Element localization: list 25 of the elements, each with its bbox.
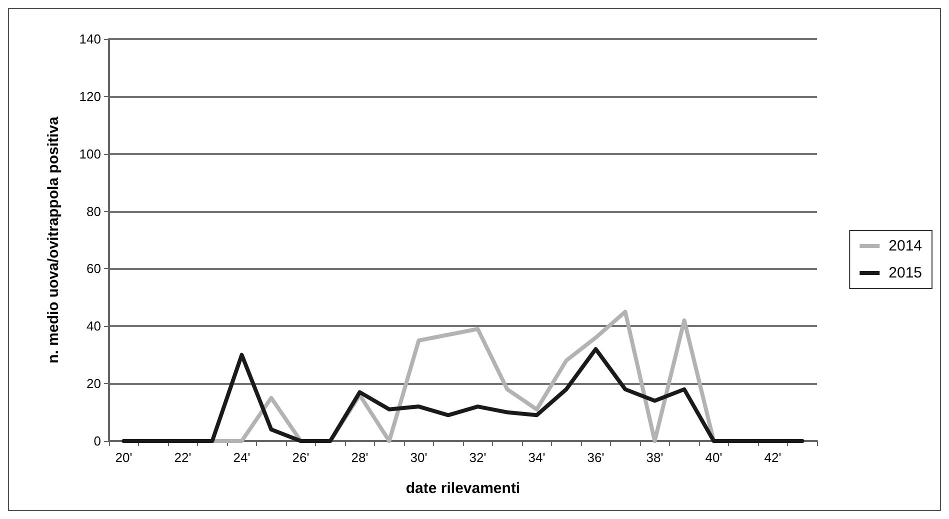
- x-tick-label: 22': [174, 450, 192, 465]
- x-tick-label: 34': [528, 450, 546, 465]
- y-tick-label: 60: [86, 261, 101, 276]
- line-series: [122, 347, 804, 443]
- y-tick-label: 20: [86, 376, 101, 392]
- legend-label: 2015: [888, 264, 922, 282]
- x-tick-label: 24': [233, 450, 250, 465]
- x-tick-label: 28': [351, 450, 368, 465]
- y-tick-label: 100: [79, 146, 101, 162]
- x-tick-label: 40': [705, 450, 722, 465]
- x-tick-label: 32': [469, 450, 486, 465]
- x-tick-label: 42': [764, 450, 782, 465]
- x-tick-label: 26': [292, 450, 310, 465]
- legend-label: 2014: [888, 238, 922, 254]
- x-axis-title: date rilevamenti: [406, 480, 520, 497]
- x-tick-label: 38': [646, 450, 664, 465]
- x-tick-label: 36': [587, 450, 604, 465]
- y-tick-label: 0: [94, 434, 101, 448]
- x-tick-label: 30': [410, 450, 428, 465]
- y-axis-title: n. medio uova/ovitrappola positiva: [45, 116, 62, 364]
- x-tick-label: 20': [115, 450, 132, 465]
- y-tick-label: 120: [79, 88, 101, 104]
- y-tick-label: 80: [86, 204, 101, 219]
- y-tick-label: 40: [86, 318, 101, 334]
- y-tick-label: 140: [79, 32, 101, 46]
